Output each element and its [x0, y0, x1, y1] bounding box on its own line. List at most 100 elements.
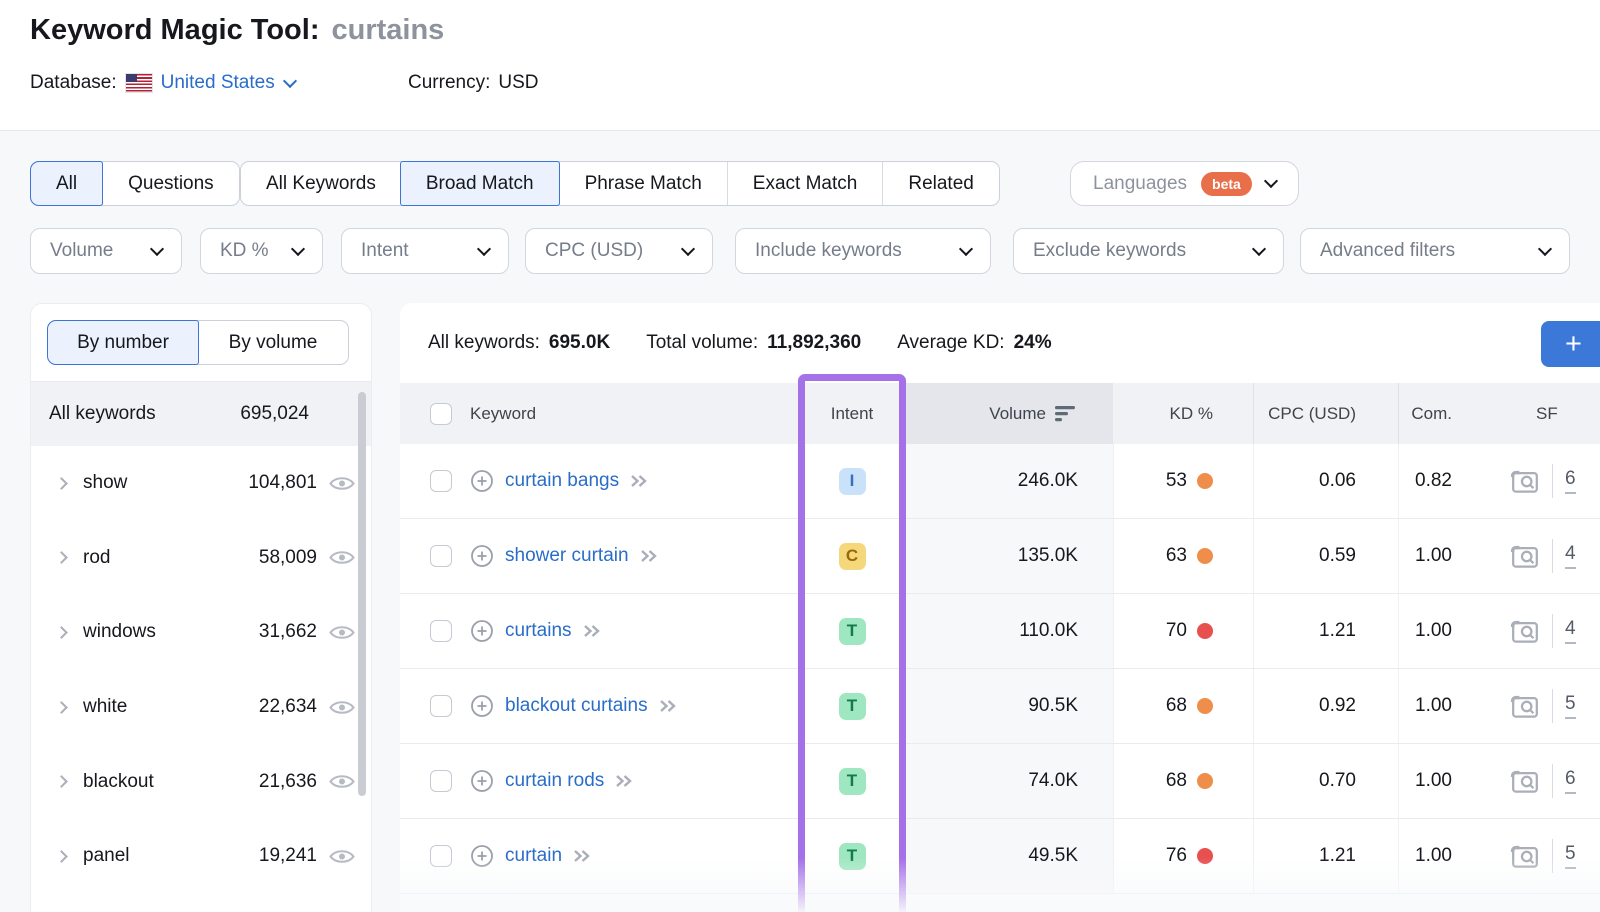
intent-badge: I: [838, 467, 866, 495]
kd-dot: [1197, 548, 1213, 564]
stat-average-kd: Average KD: 24%: [897, 332, 1052, 353]
tab-broad-match[interactable]: Broad Match: [399, 161, 560, 206]
eye-icon[interactable]: [329, 772, 355, 791]
sidebar-scrollbar[interactable]: [358, 392, 366, 796]
double-chevron-icon[interactable]: [659, 697, 678, 715]
col-volume[interactable]: Volume: [989, 403, 1046, 423]
chevron-right-icon[interactable]: [55, 775, 68, 789]
serp-features-icon[interactable]: [1510, 843, 1540, 870]
filter-intent[interactable]: Intent: [341, 228, 509, 274]
row-checkbox[interactable]: [430, 695, 452, 717]
serp-features-icon[interactable]: [1510, 543, 1540, 570]
sidebar-group-rod[interactable]: rod 58,009: [31, 521, 371, 596]
sidebar-group-blackout[interactable]: blackout 21,636: [31, 744, 371, 819]
add-to-list-button[interactable]: +: [1541, 321, 1600, 367]
filter-kd[interactable]: KD %: [200, 228, 323, 274]
toggle-by-number[interactable]: By number: [47, 320, 199, 365]
eye-icon[interactable]: [329, 847, 355, 866]
sf-value[interactable]: 4: [1565, 544, 1576, 569]
serp-features-icon[interactable]: [1510, 468, 1540, 495]
double-chevron-icon[interactable]: [573, 847, 592, 865]
com-value: 1.00: [1415, 770, 1452, 791]
col-sf[interactable]: SF: [1536, 403, 1558, 423]
double-chevron-icon[interactable]: [615, 772, 634, 790]
keyword-link[interactable]: curtain bangs: [505, 470, 620, 491]
chevron-right-icon[interactable]: [55, 551, 68, 565]
serp-features-icon[interactable]: [1510, 618, 1540, 645]
tab-phrase-match[interactable]: Phrase Match: [558, 162, 727, 205]
row-checkbox[interactable]: [430, 770, 452, 792]
com-value: 1.00: [1415, 695, 1452, 716]
filter-cpc-usd[interactable]: CPC (USD): [525, 228, 713, 274]
chevron-right-icon[interactable]: [55, 626, 68, 639]
keyword-link[interactable]: curtain: [505, 845, 563, 866]
sidebar-group-show[interactable]: show 104,801: [31, 446, 371, 521]
sidebar-group-windows[interactable]: windows 31,662: [31, 595, 371, 670]
eye-icon[interactable]: [329, 548, 355, 567]
serp-features-icon[interactable]: [1510, 693, 1540, 720]
sort-descending-icon[interactable]: [1055, 404, 1078, 423]
row-checkbox[interactable]: [430, 620, 452, 642]
col-cpc[interactable]: CPC (USD): [1268, 403, 1356, 423]
filter-volume[interactable]: Volume: [30, 228, 182, 274]
sf-divider: [1552, 839, 1553, 873]
intent-badge: T: [838, 842, 866, 870]
sidebar-all-keywords-row[interactable]: All keywords 695,024: [31, 382, 371, 446]
add-keyword-icon[interactable]: [470, 544, 494, 568]
tab-exact-match[interactable]: Exact Match: [726, 162, 883, 205]
row-checkbox[interactable]: [430, 545, 452, 567]
add-keyword-icon[interactable]: [470, 769, 494, 793]
languages-dropdown[interactable]: Languages beta: [1070, 161, 1299, 206]
filter-exclude-keywords[interactable]: Exclude keywords: [1013, 228, 1284, 274]
table-header-row: Keyword Intent Volume KD % CPC (USD) Com…: [400, 383, 1600, 444]
double-chevron-icon[interactable]: [583, 622, 602, 640]
row-checkbox[interactable]: [430, 470, 452, 492]
table-row-curtain-rods: curtain rods T 74.0K 68 0.70 1.00 6: [400, 744, 1600, 819]
languages-label: Languages: [1093, 172, 1188, 194]
sf-value[interactable]: 5: [1565, 844, 1576, 869]
sf-divider: [1552, 614, 1553, 648]
chevron-right-icon[interactable]: [55, 476, 68, 490]
filter-include-keywords[interactable]: Include keywords: [735, 228, 991, 274]
sidebar-group-panel[interactable]: panel 19,241: [31, 819, 371, 894]
double-chevron-icon[interactable]: [630, 472, 649, 490]
eye-icon[interactable]: [329, 474, 355, 493]
col-com[interactable]: Com.: [1411, 403, 1452, 423]
sf-value[interactable]: 5: [1565, 694, 1576, 719]
col-keyword[interactable]: Keyword: [470, 403, 537, 423]
col-intent[interactable]: Intent: [830, 403, 874, 423]
toggle-by-volume[interactable]: By volume: [228, 331, 318, 353]
kd-value: 76: [1165, 845, 1187, 866]
chevron-right-icon[interactable]: [55, 849, 68, 863]
add-keyword-icon[interactable]: [470, 619, 494, 643]
keyword-link[interactable]: shower curtain: [505, 545, 629, 566]
page-title: Keyword Magic Tool: curtains: [30, 14, 444, 47]
keyword-link[interactable]: curtain rods: [505, 770, 605, 791]
serp-features-icon[interactable]: [1510, 768, 1540, 795]
row-checkbox[interactable]: [430, 845, 452, 867]
tab-all[interactable]: All: [30, 161, 104, 206]
currency-row: Currency: USD: [408, 72, 538, 94]
sf-value[interactable]: 6: [1565, 469, 1576, 494]
sf-value[interactable]: 4: [1565, 619, 1576, 644]
sf-value[interactable]: 6: [1565, 769, 1576, 794]
keyword-link[interactable]: blackout curtains: [505, 695, 648, 716]
tab-related[interactable]: Related: [882, 162, 999, 205]
keyword-link[interactable]: curtains: [505, 620, 572, 641]
tab-questions[interactable]: Questions: [102, 162, 239, 205]
col-kd[interactable]: KD %: [1169, 403, 1213, 423]
eye-icon[interactable]: [329, 698, 355, 717]
chevron-down-icon: [149, 241, 165, 256]
eye-icon[interactable]: [329, 623, 355, 642]
chevron-right-icon[interactable]: [55, 700, 68, 714]
add-keyword-icon[interactable]: [470, 844, 494, 868]
com-value: 1.00: [1415, 845, 1452, 866]
add-keyword-icon[interactable]: [470, 694, 494, 718]
double-chevron-icon[interactable]: [640, 547, 659, 565]
sidebar-group-white[interactable]: white 22,634: [31, 670, 371, 745]
select-all-checkbox[interactable]: [430, 402, 452, 425]
filter-advanced-filters[interactable]: Advanced filters: [1300, 228, 1570, 274]
database-selector[interactable]: United States: [161, 72, 297, 94]
tab-all-keywords[interactable]: All Keywords: [266, 172, 376, 194]
add-keyword-icon[interactable]: [470, 469, 494, 493]
